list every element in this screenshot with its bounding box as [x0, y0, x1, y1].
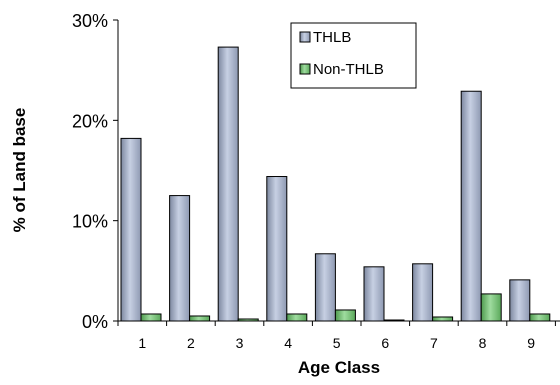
legend: THLB Non-THLB: [290, 22, 417, 89]
bar-non-thlb: [480, 293, 502, 322]
bar-non-thlb: [334, 309, 356, 322]
bar-thlb: [412, 263, 434, 322]
bars-layer: [120, 46, 551, 322]
bar-non-thlb: [432, 316, 454, 322]
legend-label-non-thlb: Non-THLB: [313, 61, 384, 78]
x-ticks: 1 2 3 4 5 6 7 8 9: [117, 321, 556, 351]
bar-thlb: [509, 279, 531, 322]
y-axis-title: % of Land base: [10, 108, 29, 233]
bar-thlb: [169, 195, 191, 322]
x-tick-label: 3: [236, 335, 244, 351]
y-tick-label: 20%: [72, 111, 108, 131]
x-tick-label: 1: [138, 335, 146, 351]
legend-label-thlb: THLB: [313, 29, 351, 46]
bar-non-thlb: [529, 313, 551, 322]
bar-thlb: [266, 176, 288, 322]
y-tick-label: 10%: [72, 212, 108, 232]
y-tick-label: 30%: [72, 11, 108, 31]
x-tick-label: 8: [479, 335, 487, 351]
x-tick-label: 4: [284, 335, 292, 351]
x-axis-title: Age Class: [298, 358, 380, 377]
x-tick-label: 9: [527, 335, 535, 351]
legend-swatch-non-thlb: [299, 63, 311, 75]
bar-thlb: [120, 137, 142, 322]
bar-non-thlb: [189, 315, 211, 322]
bar-thlb: [217, 46, 239, 322]
bar-thlb: [314, 253, 336, 322]
y-ticks: 0% 10% 20% 30%: [72, 11, 118, 332]
x-tick-label: 2: [187, 335, 195, 351]
legend-swatch-thlb: [299, 31, 311, 43]
bar-thlb: [363, 266, 385, 322]
bar-thlb: [460, 90, 482, 322]
y-tick-label: 0%: [82, 312, 108, 332]
bar-non-thlb: [286, 313, 308, 322]
x-tick-label: 6: [381, 335, 389, 351]
legend-box: [290, 22, 417, 89]
x-tick-label: 5: [333, 335, 341, 351]
x-tick-label: 7: [430, 335, 438, 351]
bar-non-thlb: [140, 313, 162, 322]
